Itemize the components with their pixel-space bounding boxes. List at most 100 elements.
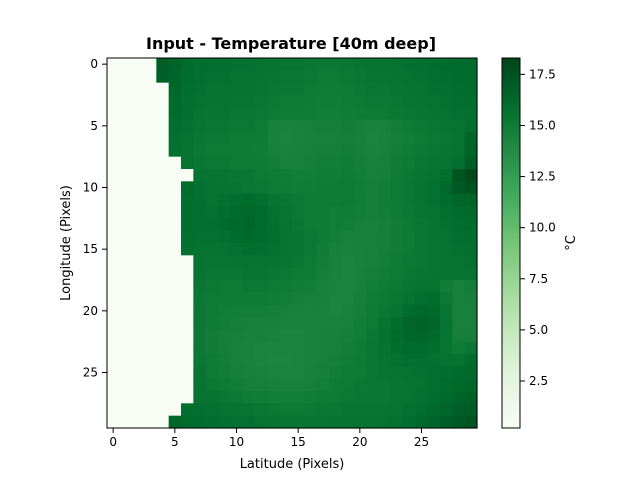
heatmap-cell [107,230,120,244]
heatmap-cell [181,193,194,207]
heatmap-cell [452,391,466,404]
heatmap-cell [452,82,466,96]
heatmap-cell [403,119,416,133]
heatmap-cell [341,156,355,170]
heatmap-cell [415,230,429,244]
heatmap-cell [156,304,170,318]
heatmap-cell [403,415,416,429]
heatmap-cell [267,95,281,108]
heatmap-cell [181,255,194,269]
heatmap-cell [316,119,330,133]
heatmap-cell [403,317,416,330]
heatmap-cell [193,267,207,281]
heatmap-cell [464,95,478,108]
heatmap-cell [267,70,281,84]
heatmap-cell [119,317,133,330]
heatmap-cell [304,132,318,145]
heatmap-cell [452,292,466,306]
heatmap-cell [292,292,305,306]
heatmap-cell [119,280,133,293]
heatmap-cell [193,132,207,145]
heatmap-cell [279,317,293,330]
heatmap-cell [427,70,441,84]
heatmap-cell [353,132,367,145]
heatmap-cell [316,82,330,96]
heatmap-cell [316,280,330,293]
heatmap-cell [353,280,367,293]
heatmap-cell [329,132,342,145]
heatmap-cell [390,243,404,256]
heatmap-cell [144,243,157,256]
heatmap-cell [205,243,219,256]
heatmap-cell [292,82,305,96]
heatmap-cell [131,391,145,404]
heatmap-cell [156,107,170,121]
heatmap-cell [390,317,404,330]
heatmap-cell [378,366,392,380]
heatmap-cell [107,218,120,232]
heatmap-cell [316,403,330,417]
heatmap-cell [230,391,244,404]
heatmap-cell [255,415,268,429]
heatmap-cell [390,230,404,244]
heatmap-cell [107,144,120,158]
heatmap-cell [193,415,207,429]
heatmap-cell [427,169,441,182]
x-axis: 0 5 10 15 20 25 [109,428,429,449]
heatmap-cell [415,391,429,404]
heatmap-cell [440,132,453,145]
heatmap-cell [353,317,367,330]
heatmap-cell [353,156,367,170]
heatmap-cell [119,267,133,281]
heatmap-cell [427,378,441,392]
heatmap-cell [329,144,342,158]
heatmap-cell [255,255,268,269]
heatmap-cell [378,341,392,355]
heatmap-cell [341,255,355,269]
heatmap-cell [119,169,133,182]
heatmap-cell [353,415,367,429]
heatmap-cell [242,132,256,145]
heatmap-cell [218,132,231,145]
heatmap-cell [255,132,268,145]
heatmap-cell [131,230,145,244]
heatmap-cell [378,292,392,306]
heatmap-cell [366,267,379,281]
heatmap-cell [131,70,145,84]
heatmap-cell [193,391,207,404]
heatmap-cell [329,58,342,71]
heatmap-cell [440,243,453,256]
heatmap-cell [279,70,293,84]
heatmap-cell [107,341,120,355]
chart-title: Input - Temperature [40m deep] [146,34,436,53]
heatmap-cell [107,70,120,84]
heatmap-cell [390,169,404,182]
heatmap-cell [242,391,256,404]
heatmap-cell [366,181,379,195]
heatmap-cell [292,329,305,343]
heatmap-cell [329,292,342,306]
heatmap-cell [267,255,281,269]
heatmap-cell [353,403,367,417]
heatmap-cell [230,243,244,256]
heatmap-cell [427,255,441,269]
heatmap-cell [464,218,478,232]
heatmap-cell [316,391,330,404]
heatmap-cell [230,206,244,219]
heatmap-cell [390,267,404,281]
heatmap-cell [119,119,133,133]
heatmap-cell [378,317,392,330]
heatmap-cell [403,132,416,145]
heatmap-cell [329,169,342,182]
heatmap-cell [452,181,466,195]
heatmap-cell [205,181,219,195]
heatmap-cell [390,119,404,133]
heatmap-cell [292,218,305,232]
heatmap-cell [205,354,219,367]
heatmap-cell [316,317,330,330]
heatmap-cell [230,132,244,145]
heatmap-cell [279,218,293,232]
heatmap-cell [267,292,281,306]
heatmap-cell [131,415,145,429]
